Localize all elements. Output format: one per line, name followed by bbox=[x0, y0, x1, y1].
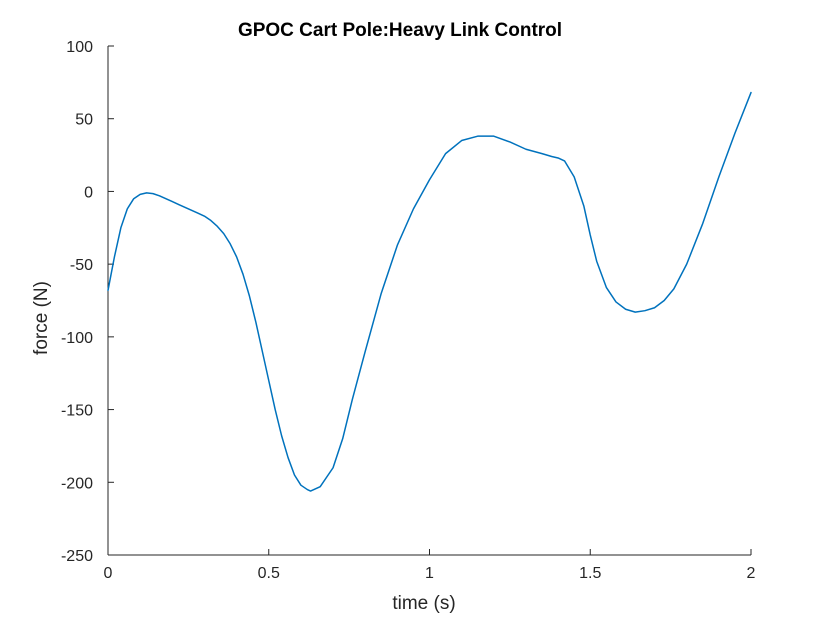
y-tick-label: 50 bbox=[75, 112, 93, 129]
y-axis-label: force (N) bbox=[31, 281, 52, 355]
plot-area bbox=[107, 46, 751, 556]
x-tick-label: 1.5 bbox=[579, 565, 601, 582]
y-tick-label: -200 bbox=[61, 475, 93, 492]
x-tick-label: 0 bbox=[104, 565, 113, 582]
x-tick-label: 0.5 bbox=[258, 565, 280, 582]
series-layer bbox=[107, 91, 752, 492]
axis-ticks: 0 0.5 1 1.5 2 100 50 0 -50 -100 -150 -200 -250 bbox=[61, 39, 756, 582]
x-tick-label: 2 bbox=[747, 565, 756, 582]
y-tick-label: -50 bbox=[70, 257, 93, 274]
y-tick-label: -250 bbox=[61, 548, 93, 565]
x-axis-label: time (s) bbox=[392, 593, 455, 614]
y-tick-label: -100 bbox=[61, 330, 93, 347]
chart-title: GPOC Cart Pole:Heavy Link Control bbox=[238, 20, 562, 41]
force-series-line bbox=[107, 91, 752, 492]
y-tick-label: 100 bbox=[66, 39, 93, 56]
y-tick-label: 0 bbox=[84, 184, 93, 201]
y-tick-label: -150 bbox=[61, 403, 93, 420]
x-tick-label: 1 bbox=[425, 565, 434, 582]
